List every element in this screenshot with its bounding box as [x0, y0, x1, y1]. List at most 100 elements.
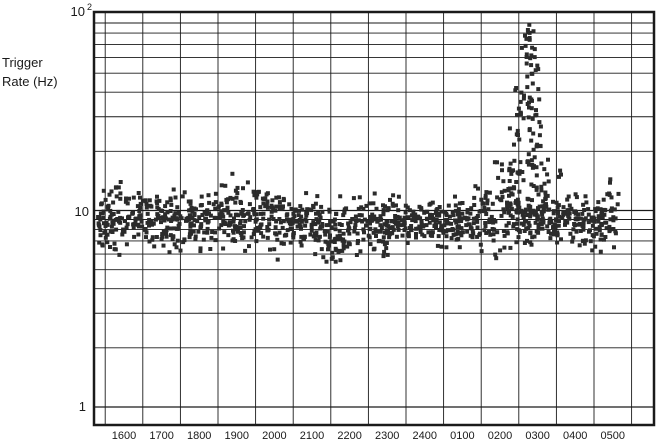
data-point: [480, 201, 485, 206]
data-point: [516, 228, 521, 233]
data-point: [510, 214, 515, 219]
data-point: [322, 229, 327, 234]
data-point: [277, 200, 282, 205]
data-point: [545, 224, 550, 229]
data-point: [251, 207, 256, 212]
x-tick-label-0400: 0400: [563, 430, 587, 440]
data-point: [552, 229, 556, 234]
data-point: [196, 229, 201, 234]
data-point: [506, 221, 511, 226]
data-point: [156, 214, 161, 219]
data-point: [275, 237, 280, 242]
data-point: [545, 172, 550, 177]
data-point: [565, 208, 570, 213]
data-point: [277, 195, 281, 200]
data-point: [374, 234, 378, 238]
data-point: [460, 230, 465, 235]
data-point: [197, 215, 202, 220]
data-point: [156, 207, 161, 211]
data-point: [546, 157, 550, 162]
data-point: [558, 168, 563, 173]
data-point: [259, 211, 263, 216]
data-point: [194, 207, 198, 212]
data-point: [577, 243, 582, 248]
data-point: [500, 168, 504, 173]
data-point: [184, 216, 189, 221]
data-point: [399, 218, 404, 223]
data-point: [372, 214, 377, 219]
data-point: [317, 213, 322, 218]
data-point: [254, 212, 259, 217]
data-point: [512, 158, 517, 163]
data-point: [157, 198, 162, 203]
data-point: [515, 209, 520, 214]
data-point: [525, 213, 530, 217]
data-point: [223, 222, 228, 226]
data-point: [145, 211, 150, 216]
data-point: [460, 211, 465, 216]
data-point: [373, 227, 378, 232]
data-point: [176, 211, 180, 216]
data-point: [456, 207, 461, 212]
data-point: [608, 180, 612, 185]
data-point: [460, 216, 465, 221]
data-point: [332, 237, 337, 242]
data-point: [167, 217, 171, 222]
data-point: [107, 192, 112, 197]
data-point: [356, 218, 361, 223]
data-point: [204, 216, 208, 221]
data-point: [536, 67, 541, 72]
data-point: [490, 201, 495, 206]
data-point: [325, 229, 330, 234]
data-point: [298, 204, 303, 209]
data-point: [136, 191, 141, 195]
data-point: [424, 216, 429, 221]
data-point: [97, 224, 102, 229]
data-point: [533, 68, 538, 73]
data-point: [536, 87, 541, 92]
data-point: [333, 259, 338, 264]
data-point: [144, 235, 148, 240]
data-point: [479, 249, 484, 254]
data-point: [583, 194, 588, 199]
data-point: [303, 223, 308, 228]
data-point: [597, 225, 602, 230]
data-point: [173, 211, 178, 216]
x-tick-label-2300: 2300: [375, 430, 399, 440]
data-point: [396, 194, 401, 199]
data-point: [567, 203, 572, 208]
data-point: [391, 193, 396, 198]
data-point: [402, 218, 407, 222]
data-point: [356, 239, 360, 243]
data-point: [284, 213, 289, 218]
data-point: [581, 202, 586, 207]
data-point: [319, 247, 324, 252]
data-point: [334, 248, 339, 253]
data-point: [230, 171, 235, 176]
data-point: [483, 195, 488, 200]
data-point: [358, 249, 363, 254]
data-point: [346, 228, 350, 233]
data-point: [465, 208, 470, 212]
data-point: [573, 217, 578, 222]
data-point: [198, 249, 203, 254]
data-point: [173, 195, 178, 200]
data-point: [259, 222, 264, 227]
data-point: [131, 195, 136, 200]
data-point: [596, 200, 601, 205]
data-point: [457, 201, 462, 206]
data-point: [205, 208, 210, 213]
data-point: [313, 252, 318, 257]
data-point: [198, 225, 203, 230]
data-point: [110, 230, 115, 234]
data-point: [291, 235, 296, 240]
data-point: [116, 219, 121, 224]
data-point: [508, 186, 512, 191]
data-point: [168, 209, 173, 213]
data-point: [439, 244, 444, 249]
data-point: [432, 223, 437, 228]
data-point: [213, 206, 218, 211]
data-point: [219, 203, 224, 207]
data-point: [273, 225, 278, 230]
data-point: [580, 238, 585, 243]
